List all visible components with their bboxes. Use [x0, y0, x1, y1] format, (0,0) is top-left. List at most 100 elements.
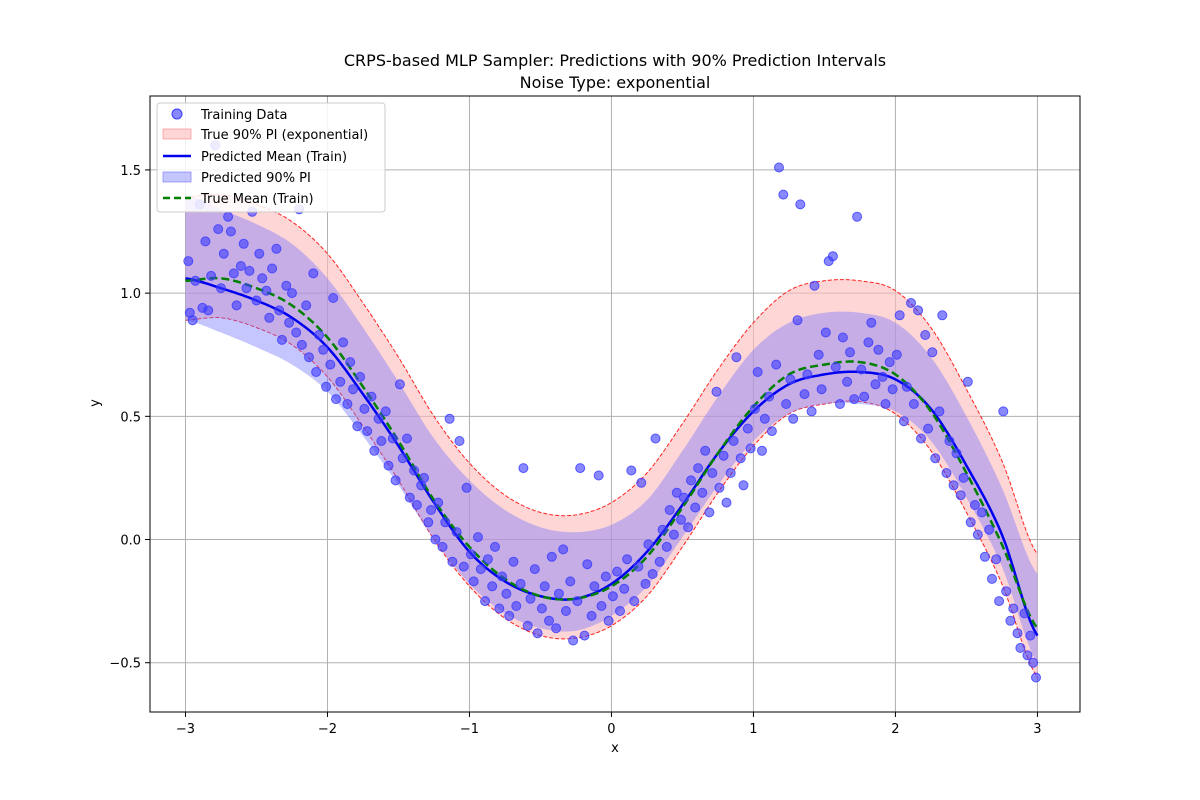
training-data-point — [589, 581, 600, 592]
training-data-point — [998, 406, 1009, 417]
training-data-point — [845, 347, 855, 358]
training-data-point — [321, 381, 332, 392]
training-data-point — [707, 468, 718, 478]
training-data-point — [948, 480, 959, 491]
training-data-point — [366, 391, 377, 402]
training-data-point — [411, 500, 422, 510]
training-data-point — [508, 556, 519, 567]
training-data-point — [465, 549, 476, 560]
legend: Training Data True 90% PI (exponential) … — [156, 102, 386, 213]
training-data-point — [906, 298, 916, 308]
training-data-point — [338, 337, 349, 348]
training-data-point — [671, 487, 682, 498]
training-data-point — [1001, 586, 1012, 597]
training-data-point — [792, 315, 803, 326]
training-data-point — [977, 507, 987, 518]
training-data-point — [244, 265, 255, 276]
training-data-point — [962, 376, 973, 387]
training-data-point — [582, 559, 593, 570]
training-data-point — [451, 527, 462, 538]
legend-label-predicted-pi: Predicted 90% PI — [201, 171, 311, 186]
training-data-point — [676, 514, 686, 525]
training-data-point — [494, 603, 505, 614]
training-data-point — [752, 367, 763, 377]
y-tick-label: 1.0 — [120, 287, 141, 302]
training-data-point — [718, 450, 729, 461]
training-data-point — [593, 470, 604, 481]
training-data-point — [231, 300, 242, 311]
training-data-point — [461, 482, 472, 493]
training-data-point — [913, 305, 924, 316]
training-data-point — [870, 379, 881, 390]
training-data-point — [1031, 672, 1041, 683]
y-tick-label: −0.5 — [109, 657, 141, 672]
training-data-point — [788, 413, 799, 424]
training-data-point — [742, 423, 753, 434]
training-data-point — [664, 505, 675, 515]
training-data-point — [271, 243, 282, 254]
training-data-point — [311, 367, 322, 377]
training-data-point — [355, 371, 366, 382]
training-data-point — [607, 591, 618, 602]
x-axis-label: x — [611, 741, 619, 756]
x-tick-label: 0 — [607, 722, 615, 737]
training-data-point — [809, 280, 820, 291]
legend-marker-training-data — [171, 108, 183, 120]
training-data-point — [568, 635, 579, 646]
training-data-point — [941, 468, 952, 478]
training-data-point — [731, 352, 742, 363]
training-data-point — [661, 541, 672, 552]
training-data-point — [529, 564, 540, 575]
training-data-point — [640, 578, 651, 589]
training-data-point — [714, 482, 725, 493]
training-data-point — [1008, 603, 1019, 614]
training-data-point — [228, 268, 239, 279]
training-data-point — [314, 330, 324, 340]
training-data-point — [700, 445, 711, 456]
training-data-point — [930, 453, 941, 464]
training-data-point — [504, 610, 515, 621]
legend-swatch-predicted-pi — [162, 171, 192, 183]
training-data-point — [468, 576, 479, 587]
training-data-point — [894, 310, 905, 321]
training-data-point — [558, 544, 569, 555]
training-data-point — [1015, 642, 1026, 653]
training-data-point — [799, 389, 810, 400]
training-data-point — [376, 436, 387, 446]
training-data-point — [480, 596, 491, 607]
training-data-point — [852, 211, 863, 222]
training-data-point — [987, 573, 997, 584]
training-data-point — [654, 556, 665, 567]
y-tick-label: 0.5 — [120, 410, 141, 425]
training-data-point — [629, 596, 640, 607]
training-data-point — [308, 268, 319, 279]
training-data-point — [331, 394, 341, 405]
training-data-point — [806, 406, 817, 417]
training-data-point — [891, 349, 902, 360]
training-data-point — [348, 384, 358, 395]
training-data-point — [261, 285, 272, 296]
training-data-point — [267, 263, 278, 274]
training-data-point — [863, 337, 874, 348]
training-data-point — [325, 359, 336, 370]
training-data-point — [927, 347, 938, 358]
legend-label-true-mean: True Mean (Train) — [200, 192, 314, 207]
training-data-point — [291, 327, 302, 338]
training-data-point — [525, 593, 536, 604]
training-data-point — [575, 463, 586, 474]
training-data-point — [380, 406, 391, 417]
training-data-point — [937, 310, 948, 321]
training-data-point — [369, 445, 380, 456]
training-data-point — [539, 581, 550, 592]
training-data-point — [802, 369, 813, 380]
training-data-point — [771, 359, 782, 370]
x-tick-label: −3 — [176, 722, 195, 737]
training-data-point — [994, 596, 1005, 607]
training-data-point — [409, 465, 420, 476]
training-data-point — [225, 226, 236, 237]
training-data-point — [785, 374, 796, 385]
true-pi-band — [185, 194, 1038, 678]
training-data-point — [501, 588, 512, 599]
training-data-point — [423, 517, 434, 528]
training-data-point — [216, 283, 226, 294]
